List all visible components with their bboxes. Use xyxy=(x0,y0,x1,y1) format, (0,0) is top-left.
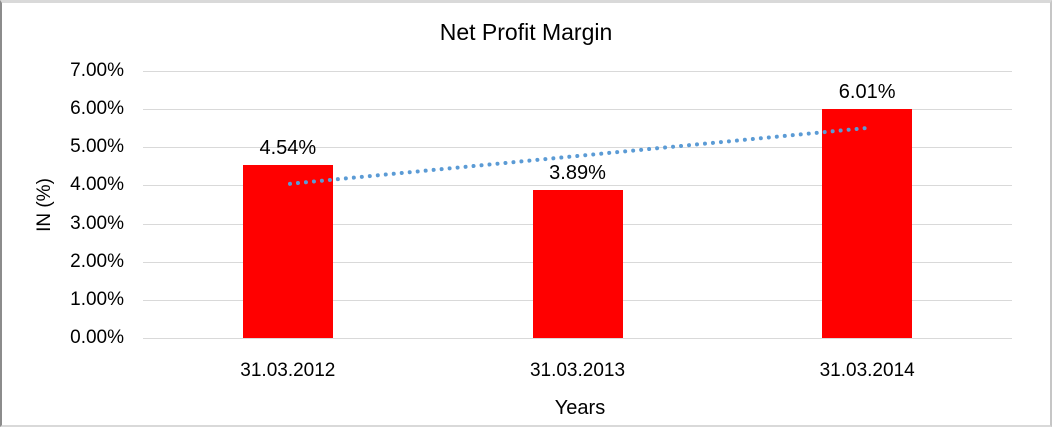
y-axis-tick-label: 1.00% xyxy=(70,288,124,310)
x-axis-tick-label: 31.03.2014 xyxy=(819,360,915,381)
data-label: 6.01% xyxy=(838,80,896,103)
bar-31.03.2014 xyxy=(822,108,913,338)
plot-area xyxy=(143,71,1012,339)
y-axis-tick-label: 2.00% xyxy=(70,250,124,272)
data-label: 4.54% xyxy=(259,136,317,159)
y-axis-tick-label: 6.00% xyxy=(70,98,124,120)
chart-title: Net Profit Margin xyxy=(439,19,613,45)
y-axis-tick-label: 5.00% xyxy=(70,136,124,158)
gridline xyxy=(143,338,1012,339)
x-axis-title: Years xyxy=(554,397,606,419)
gridline xyxy=(143,185,1012,187)
y-axis-tick-label: 0.00% xyxy=(70,327,124,348)
y-axis-tick-label: 4.00% xyxy=(70,174,124,196)
gridline xyxy=(143,109,1012,111)
data-label: 3.89% xyxy=(549,161,606,184)
gridline xyxy=(143,147,1012,149)
bar-31.03.2012 xyxy=(242,164,333,338)
bar-31.03.2013 xyxy=(532,189,623,338)
gridline xyxy=(143,71,1012,72)
x-axis-tick-label: 31.03.2013 xyxy=(529,360,626,381)
y-axis-tick-label: 3.00% xyxy=(70,212,124,234)
x-axis-tick-label: 31.03.2012 xyxy=(240,360,336,381)
y-axis-tick-label: 7.00% xyxy=(70,60,124,81)
